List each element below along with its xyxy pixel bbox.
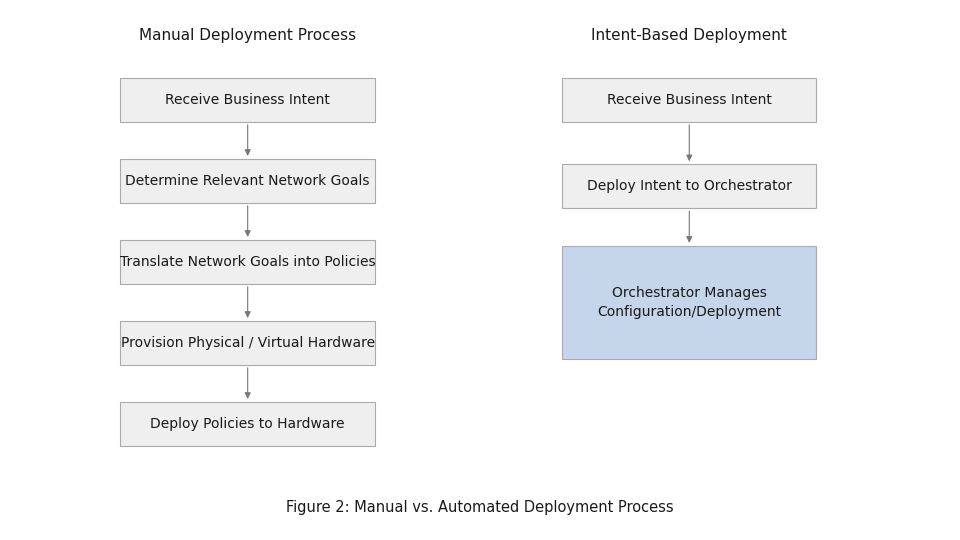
Text: Deploy Intent to Orchestrator: Deploy Intent to Orchestrator — [587, 179, 792, 193]
FancyBboxPatch shape — [562, 164, 816, 208]
Text: Figure 2: Manual vs. Automated Deployment Process: Figure 2: Manual vs. Automated Deploymen… — [286, 500, 674, 515]
Text: Receive Business Intent: Receive Business Intent — [607, 93, 772, 107]
Text: Provision Physical / Virtual Hardware: Provision Physical / Virtual Hardware — [121, 336, 374, 350]
Text: Translate Network Goals into Policies: Translate Network Goals into Policies — [120, 255, 375, 269]
FancyBboxPatch shape — [562, 246, 816, 359]
Text: Determine Relevant Network Goals: Determine Relevant Network Goals — [126, 174, 370, 188]
Text: Intent-Based Deployment: Intent-Based Deployment — [591, 28, 787, 43]
Text: Deploy Policies to Hardware: Deploy Policies to Hardware — [151, 417, 345, 431]
Text: Receive Business Intent: Receive Business Intent — [165, 93, 330, 107]
FancyBboxPatch shape — [121, 402, 374, 446]
FancyBboxPatch shape — [562, 78, 816, 122]
FancyBboxPatch shape — [121, 240, 374, 284]
FancyBboxPatch shape — [121, 78, 374, 122]
FancyBboxPatch shape — [121, 321, 374, 365]
FancyBboxPatch shape — [121, 159, 374, 203]
Text: Manual Deployment Process: Manual Deployment Process — [139, 28, 356, 43]
Text: Orchestrator Manages
Configuration/Deployment: Orchestrator Manages Configuration/Deplo… — [597, 286, 781, 319]
